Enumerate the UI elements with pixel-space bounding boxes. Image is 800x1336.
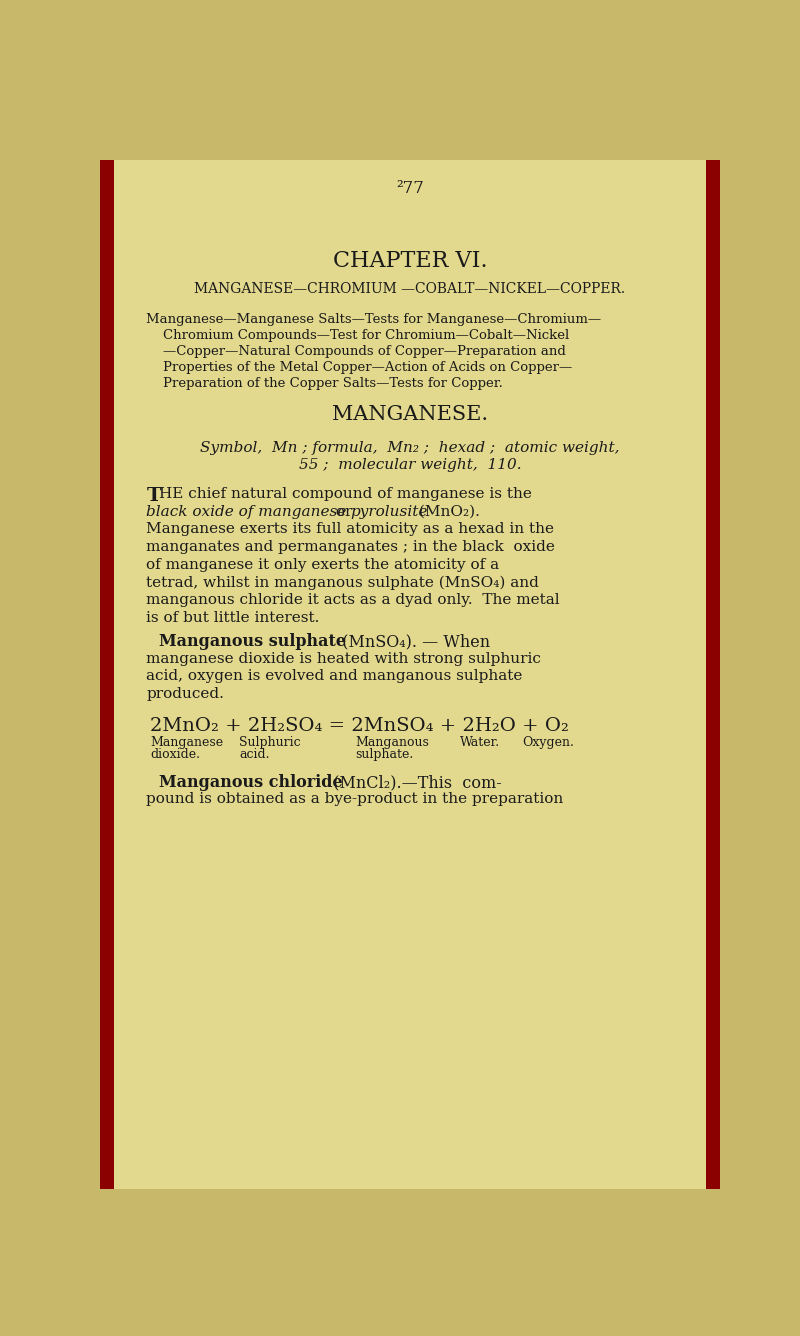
- Text: (MnSO₄). — When: (MnSO₄). — When: [333, 633, 490, 651]
- Text: sulphate.: sulphate.: [356, 748, 414, 760]
- Text: T: T: [146, 486, 161, 505]
- Text: or: or: [331, 505, 358, 518]
- Text: pyrolusite: pyrolusite: [350, 505, 428, 518]
- Text: tetrad, whilst in manganous sulphate (MnSO₄) and: tetrad, whilst in manganous sulphate (Mn…: [146, 576, 539, 589]
- Text: 2MnO₂ + 2H₂SO₄ = 2MnSO₄ + 2H₂O + O₂: 2MnO₂ + 2H₂SO₄ = 2MnSO₄ + 2H₂O + O₂: [150, 717, 570, 735]
- Bar: [100, 160, 114, 1189]
- Text: manganese dioxide is heated with strong sulphuric: manganese dioxide is heated with strong …: [146, 652, 542, 665]
- Text: 55 ;  molecular weight,  110.: 55 ; molecular weight, 110.: [298, 457, 522, 472]
- Text: Manganous: Manganous: [356, 736, 430, 748]
- Text: Symbol,  Mn ; formula,  Mn₂ ;  hexad ;  atomic weight,: Symbol, Mn ; formula, Mn₂ ; hexad ; atom…: [200, 441, 620, 454]
- Text: Sulphuric: Sulphuric: [239, 736, 301, 748]
- Text: Oxygen.: Oxygen.: [522, 736, 574, 748]
- Text: HE chief natural compound of manganese is the: HE chief natural compound of manganese i…: [159, 486, 532, 501]
- Text: Properties of the Metal Copper—Action of Acids on Copper—: Properties of the Metal Copper—Action of…: [146, 361, 573, 374]
- Bar: [706, 160, 720, 1189]
- Text: manganous chloride it acts as a dyad only.  The metal: manganous chloride it acts as a dyad onl…: [146, 593, 560, 607]
- Text: of manganese it only exerts the atomicity of a: of manganese it only exerts the atomicit…: [146, 557, 500, 572]
- Text: black oxide of manganese: black oxide of manganese: [146, 505, 347, 518]
- Text: manganates and permanganates ; in the black  oxide: manganates and permanganates ; in the bl…: [146, 540, 555, 554]
- Text: pound is obtained as a bye-product in the preparation: pound is obtained as a bye-product in th…: [146, 792, 564, 807]
- Text: CHAPTER VI.: CHAPTER VI.: [333, 250, 487, 271]
- Text: Manganous chloride: Manganous chloride: [159, 774, 342, 791]
- Text: ²77: ²77: [396, 180, 424, 198]
- Text: Water.: Water.: [460, 736, 501, 748]
- Text: is of but little interest.: is of but little interest.: [146, 611, 320, 625]
- Text: —Copper—Natural Compounds of Copper—Preparation and: —Copper—Natural Compounds of Copper—Prep…: [146, 345, 566, 358]
- Text: Manganous sulphate: Manganous sulphate: [159, 633, 346, 651]
- Text: acid, oxygen is evolved and manganous sulphate: acid, oxygen is evolved and manganous su…: [146, 669, 523, 683]
- Text: MANGANESE—CHROMIUM —COBALT—NICKEL—COPPER.: MANGANESE—CHROMIUM —COBALT—NICKEL—COPPER…: [194, 282, 626, 297]
- Text: MANGANESE.: MANGANESE.: [332, 405, 488, 425]
- Text: (MnO₂).: (MnO₂).: [414, 505, 480, 518]
- Text: acid.: acid.: [239, 748, 270, 760]
- Text: (MnCl₂).—This  com-: (MnCl₂).—This com-: [323, 774, 502, 791]
- Text: Manganese—Manganese Salts—Tests for Manganese—Chromium—: Manganese—Manganese Salts—Tests for Mang…: [146, 313, 602, 326]
- Text: Manganese: Manganese: [150, 736, 223, 748]
- Text: produced.: produced.: [146, 687, 224, 701]
- Text: Preparation of the Copper Salts—Tests for Copper.: Preparation of the Copper Salts—Tests fo…: [146, 378, 503, 390]
- Text: dioxide.: dioxide.: [150, 748, 200, 760]
- Text: Manganese exerts its full atomicity as a hexad in the: Manganese exerts its full atomicity as a…: [146, 522, 554, 536]
- Text: Chromium Compounds—Test for Chromium—Cobalt—Nickel: Chromium Compounds—Test for Chromium—Cob…: [146, 329, 570, 342]
